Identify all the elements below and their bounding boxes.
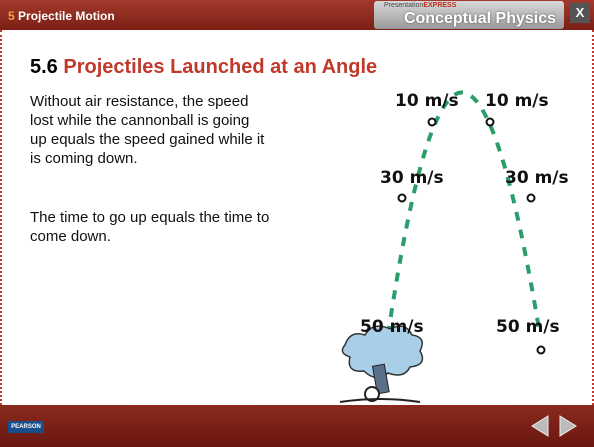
slide: 5 Projectile Motion PresentationEXPRESS … [0, 0, 594, 447]
footer-bar: PEARSON [0, 405, 594, 447]
nav [526, 411, 586, 441]
next-button[interactable] [560, 416, 576, 436]
trajectory [388, 93, 540, 336]
figure: 10 m/s 10 m/s 30 m/s 30 m/s 50 m/s 50 m/s [0, 0, 594, 447]
speed-label: 10 m/s [485, 91, 549, 111]
speed-label: 50 m/s [360, 317, 424, 337]
speed-label: 30 m/s [505, 168, 569, 188]
publisher-logo: PEARSON [8, 421, 44, 433]
prev-button[interactable] [532, 416, 548, 436]
speed-label: 50 m/s [496, 317, 560, 337]
cannon [340, 326, 422, 402]
speed-label: 30 m/s [380, 168, 444, 188]
speed-label: 10 m/s [395, 91, 459, 111]
